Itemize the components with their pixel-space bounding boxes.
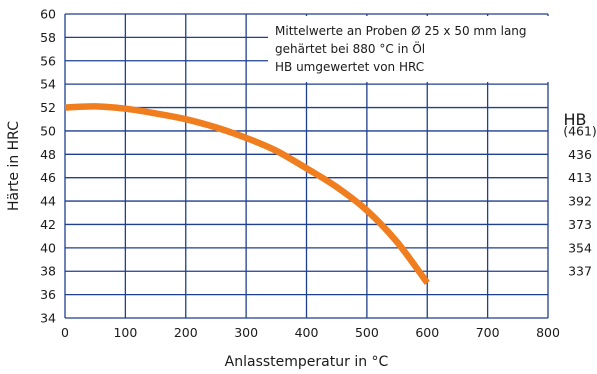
y-tick-label: 42: [40, 217, 56, 232]
y-tick-label: 38: [40, 264, 56, 279]
y-tick-label: 60: [40, 7, 56, 22]
x-tick-label: 200: [174, 325, 198, 340]
y-axis-title: Härte in HRC: [6, 121, 22, 211]
hb-tick-label: 392: [568, 194, 592, 209]
annotation-box: Mittelwerte an Proben Ø 25 x 50 mm lang …: [268, 16, 550, 82]
hb-tick-label: 354: [568, 240, 592, 255]
y-tick-labels: 34 36 38 40 42 44 46 48 50 52 54 56 58 60: [40, 7, 56, 326]
hb-tick-label: 413: [568, 170, 592, 185]
annotation-line-2: gehärtet bei 880 °C in Öl: [275, 40, 425, 56]
hb-axis-title: HB: [563, 110, 586, 129]
x-tick-label: 0: [61, 325, 69, 340]
x-axis-title: Anlasstemperatur in °C: [225, 354, 389, 370]
y-tick-label: 44: [40, 194, 56, 209]
x-tick-labels: 0 100 200 300 400 500 600 700 800: [61, 325, 560, 340]
y-tick-label: 52: [40, 100, 56, 115]
annotation-background: [268, 16, 550, 82]
x-tick-label: 500: [355, 325, 379, 340]
y-tick-label: 36: [40, 287, 56, 302]
y-tick-label: 40: [40, 240, 56, 255]
curve-layer: [64, 103, 430, 285]
hb-tick-label: (461): [563, 123, 597, 138]
x-tick-label: 100: [113, 325, 137, 340]
y-tick-label: 48: [40, 147, 56, 162]
x-tick-label: 300: [234, 325, 258, 340]
annotation-line-3: HB umgewertet von HRC: [275, 60, 424, 74]
hardness-curve: [64, 103, 430, 285]
x-tick-label: 400: [295, 325, 319, 340]
x-tick-label: 800: [536, 325, 560, 340]
y-tick-label: 54: [40, 77, 56, 92]
y-tick-label: 58: [40, 30, 56, 45]
annotation-line-1: Mittelwerte an Proben Ø 25 x 50 mm lang: [275, 24, 527, 38]
hb-tick-labels: (461) 436 413 392 373 354 337: [563, 123, 597, 278]
y-tick-label: 34: [40, 311, 56, 326]
x-tick-label: 600: [415, 325, 439, 340]
y-tick-label: 56: [40, 53, 56, 68]
hb-tick-label: 436: [568, 147, 592, 162]
x-tick-label: 700: [476, 325, 500, 340]
hb-tick-label: 373: [568, 217, 592, 232]
hb-tick-label: 337: [568, 264, 592, 279]
y-tick-label: 46: [40, 170, 56, 185]
y-tick-label: 50: [40, 123, 56, 138]
